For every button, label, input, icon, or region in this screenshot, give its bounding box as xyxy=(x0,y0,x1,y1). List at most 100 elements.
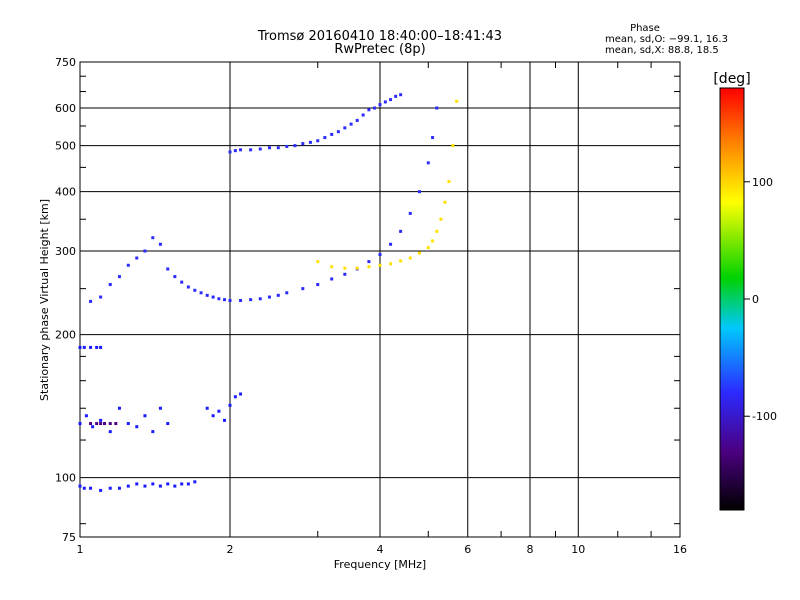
data-point xyxy=(205,406,209,410)
data-point xyxy=(367,265,371,269)
x-tick-label: 2 xyxy=(227,543,234,556)
data-point xyxy=(211,414,215,418)
data-point xyxy=(108,422,112,426)
data-point xyxy=(217,409,221,413)
data-point xyxy=(143,249,147,253)
y-tick-label: 100 xyxy=(55,472,76,485)
data-point xyxy=(308,140,312,144)
data-point xyxy=(239,392,243,396)
data-point xyxy=(114,422,118,426)
data-point xyxy=(228,299,232,303)
phase-box-title: Phase xyxy=(630,23,660,34)
y-tick-label: 400 xyxy=(55,186,76,199)
data-point xyxy=(233,149,237,153)
data-point xyxy=(166,267,170,271)
data-point xyxy=(285,144,289,148)
data-point xyxy=(158,242,162,246)
data-points xyxy=(78,93,459,492)
data-point xyxy=(367,260,371,264)
x-tick-label: 8 xyxy=(527,543,534,556)
data-point xyxy=(228,403,232,407)
phase-line-x: mean, sd,X: 88.8, 18.5 xyxy=(605,45,719,56)
gridlines xyxy=(80,62,680,537)
data-point xyxy=(408,211,412,215)
data-point xyxy=(431,239,435,243)
data-point xyxy=(330,277,334,281)
data-point xyxy=(330,265,334,269)
data-point xyxy=(89,422,93,426)
data-point xyxy=(103,422,107,426)
data-point xyxy=(258,147,262,151)
data-point xyxy=(443,200,447,204)
data-point xyxy=(378,103,382,107)
data-point xyxy=(78,345,82,349)
data-point xyxy=(301,142,305,146)
data-point xyxy=(82,345,86,349)
data-point xyxy=(233,395,237,399)
phase-line-o: mean, sd,O: −99.1, 16.3 xyxy=(605,34,728,45)
data-point xyxy=(330,132,334,136)
data-point xyxy=(78,422,82,426)
data-point xyxy=(435,229,439,233)
data-point xyxy=(117,486,121,490)
data-point xyxy=(426,246,430,250)
x-tick-label: 16 xyxy=(673,543,687,556)
data-point xyxy=(267,295,271,299)
x-axis-label: Frequency [MHz] xyxy=(334,558,426,571)
data-point xyxy=(426,161,430,165)
data-point xyxy=(228,150,232,154)
data-point xyxy=(108,486,112,490)
x-tick-label: 10 xyxy=(571,543,585,556)
data-point xyxy=(408,256,412,260)
data-point xyxy=(186,285,190,289)
data-point xyxy=(95,345,99,349)
data-point xyxy=(293,144,297,148)
data-point xyxy=(394,94,398,98)
data-point xyxy=(166,422,170,426)
data-point xyxy=(455,99,459,103)
data-point xyxy=(99,418,103,422)
data-point xyxy=(258,297,262,301)
data-point xyxy=(439,217,443,221)
data-point xyxy=(239,148,243,152)
data-point xyxy=(117,275,121,279)
data-point xyxy=(99,488,103,492)
colorbar: [deg] 100 0 -100 xyxy=(713,71,777,511)
data-point xyxy=(193,480,197,484)
data-point xyxy=(389,262,393,266)
data-point xyxy=(316,260,320,264)
data-point xyxy=(151,430,155,434)
data-point xyxy=(199,291,203,295)
data-point xyxy=(108,283,112,287)
data-point xyxy=(223,298,227,302)
colorbar-tick-label: -100 xyxy=(752,410,777,423)
data-point xyxy=(316,283,320,287)
data-point xyxy=(117,406,121,410)
data-point xyxy=(89,486,93,490)
data-point xyxy=(143,484,147,488)
data-point xyxy=(82,486,86,490)
y-tick-label: 300 xyxy=(55,245,76,258)
y-tick-label: 750 xyxy=(55,56,76,69)
data-point xyxy=(417,251,421,255)
data-point xyxy=(355,266,359,270)
data-point xyxy=(108,430,112,434)
data-point xyxy=(361,113,365,117)
colorbar-ticks: 100 0 -100 xyxy=(744,176,777,423)
data-point xyxy=(399,259,403,263)
chart-title: Tromsø 20160410 18:40:00–18:41:43 xyxy=(257,29,502,44)
data-point xyxy=(89,345,93,349)
data-point xyxy=(301,287,305,291)
y-tick-label: 75 xyxy=(62,531,76,544)
data-point xyxy=(84,414,88,418)
y-axis-label: Stationary phase Virtual Height [km] xyxy=(38,199,51,401)
data-point xyxy=(249,298,253,302)
axis-ticks: 1 2 4 6 8 10 16 75 100 200 300 400 500 600 750 xyxy=(55,56,687,556)
data-point xyxy=(451,144,455,148)
data-point xyxy=(158,406,162,410)
x-tick-label: 1 xyxy=(77,543,84,556)
colorbar-tick-label: 0 xyxy=(752,293,759,306)
data-point xyxy=(389,242,393,246)
data-point xyxy=(91,425,95,429)
data-point xyxy=(173,484,177,488)
